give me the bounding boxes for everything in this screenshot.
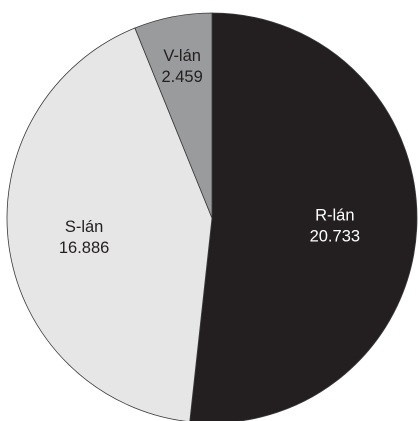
pie-labels: R-lán 20.733 S-lán 16.886 V-lán 2.459 bbox=[59, 47, 360, 257]
slice-label: V-lán bbox=[163, 47, 201, 65]
slice-value-label: 16.886 bbox=[59, 239, 109, 257]
pie-slices bbox=[6, 12, 418, 421]
slice-value-label: 2.459 bbox=[162, 68, 203, 86]
pie-slice-s-l-n bbox=[6, 27, 213, 421]
slice-label: S-lán bbox=[65, 218, 104, 236]
slice-label: R-lán bbox=[315, 207, 354, 225]
pie-slice-v-l-n bbox=[134, 12, 213, 219]
slice-value-label: 20.733 bbox=[310, 228, 360, 246]
pie-slice-r-l-n bbox=[189, 12, 418, 421]
